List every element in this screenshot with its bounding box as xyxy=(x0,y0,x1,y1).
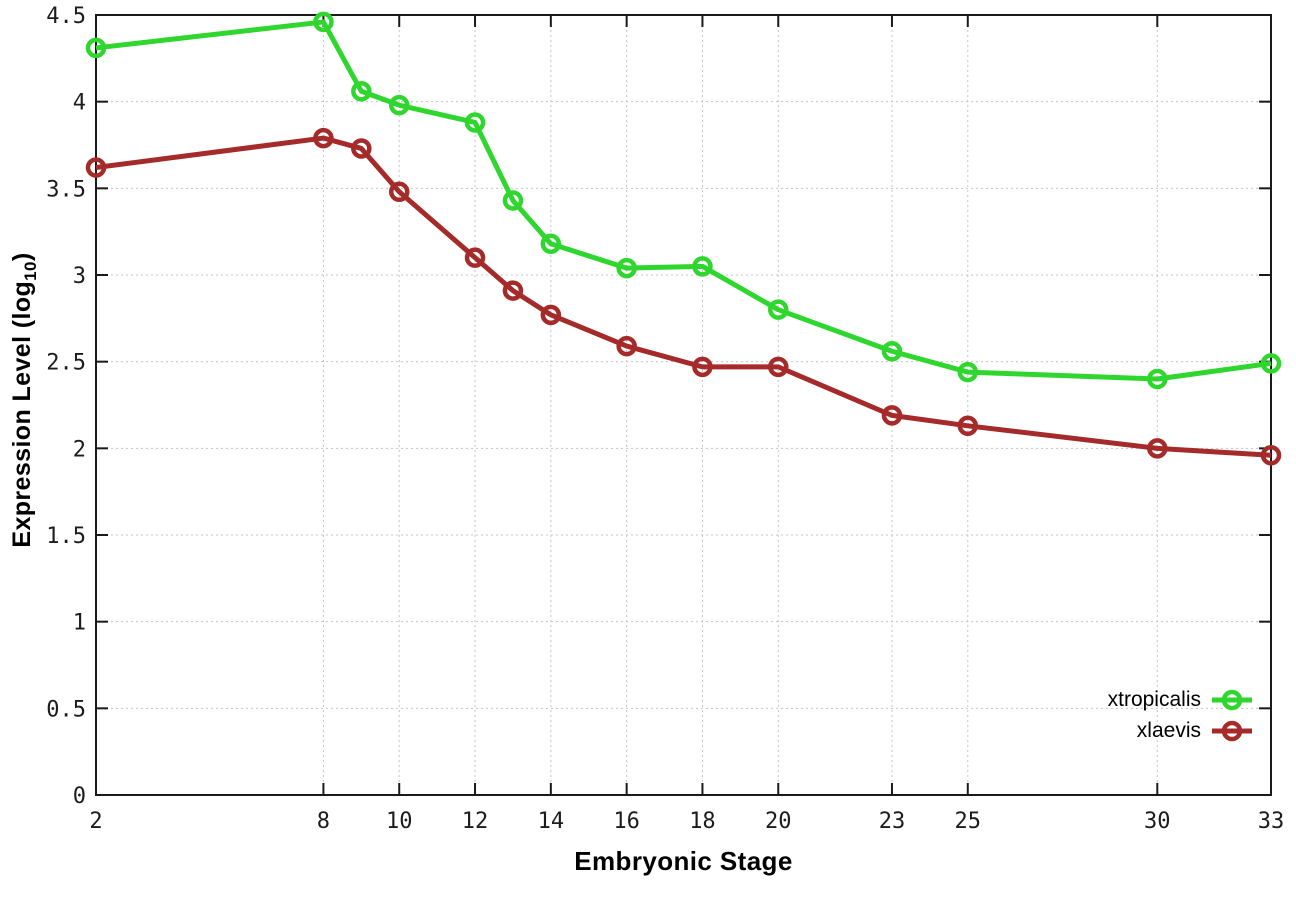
x-tick-label: 12 xyxy=(462,809,489,834)
y-tick-label: 0 xyxy=(73,784,86,809)
data-point-xtropicalis[interactable] xyxy=(768,299,789,320)
data-point-xtropicalis[interactable] xyxy=(540,233,562,255)
data-point-xlaevis[interactable] xyxy=(768,356,789,378)
data-point-xtropicalis[interactable] xyxy=(1147,368,1168,390)
data-point-xtropicalis[interactable] xyxy=(1260,353,1282,374)
data-point-xlaevis[interactable] xyxy=(881,405,903,426)
data-point-xtropicalis[interactable] xyxy=(881,341,903,362)
data-point-xlaevis[interactable] xyxy=(957,415,979,437)
x-tick-label: 33 xyxy=(1258,809,1285,834)
y-axis-title: Expression Level (log10) xyxy=(8,252,41,547)
plot-border xyxy=(95,14,1272,796)
data-point-xtropicalis[interactable] xyxy=(616,257,637,279)
data-point-xlaevis[interactable] xyxy=(464,247,486,268)
data-point-xlaevis[interactable] xyxy=(502,280,524,301)
y-tick-label: 4.5 xyxy=(46,4,86,29)
x-tick-label: 30 xyxy=(1144,809,1171,834)
legend-sample-point xyxy=(1221,689,1243,710)
legend-sample-point xyxy=(1221,720,1243,741)
data-point-xtropicalis[interactable] xyxy=(85,37,107,59)
y-tick-label: 0.5 xyxy=(46,697,86,722)
x-tick-label: 23 xyxy=(879,809,906,834)
data-point-xtropicalis[interactable] xyxy=(502,190,524,211)
y-tick-label: 2.5 xyxy=(46,351,86,376)
data-point-xtropicalis[interactable] xyxy=(957,361,979,383)
legend-label-xtropicalis: xtropicalis xyxy=(1107,687,1201,711)
data-point-xlaevis[interactable] xyxy=(692,356,713,378)
data-point-xtropicalis[interactable] xyxy=(388,94,410,116)
data-point-xlaevis[interactable] xyxy=(1147,438,1168,459)
x-tick-label: 8 xyxy=(317,809,330,834)
data-point-xtropicalis[interactable] xyxy=(464,112,486,133)
y-tick-label: 1.5 xyxy=(46,524,86,549)
x-tick-label: 16 xyxy=(613,809,640,834)
legend-item-xlaevis: xlaevis xyxy=(1108,715,1254,746)
legend-item-xtropicalis: xtropicalis xyxy=(1108,684,1254,715)
x-axis-title: Embryonic Stage xyxy=(574,846,793,876)
data-point-xlaevis[interactable] xyxy=(616,335,637,357)
x-tick-label: 20 xyxy=(765,809,792,834)
legend-label-xlaevis: xlaevis xyxy=(1136,718,1201,742)
x-tick-label: 10 xyxy=(386,809,413,834)
data-point-xtropicalis[interactable] xyxy=(351,81,372,102)
data-point-xlaevis[interactable] xyxy=(1260,445,1282,466)
y-axis-title-subscript: 10 xyxy=(21,261,40,281)
data-point-xlaevis[interactable] xyxy=(313,127,334,149)
series-line-xtropicalis xyxy=(95,19,1272,382)
data-point-xtropicalis[interactable] xyxy=(313,11,334,33)
data-point-xlaevis[interactable] xyxy=(540,304,562,326)
legend-marker-xtropicalis xyxy=(1212,689,1252,710)
y-tick-label: 3.5 xyxy=(46,177,86,202)
y-tick-label: 2 xyxy=(73,437,86,462)
data-point-xtropicalis[interactable] xyxy=(692,256,713,277)
data-point-xlaevis[interactable] xyxy=(388,181,410,203)
legend-marker-xlaevis xyxy=(1212,720,1252,741)
x-tick-label: 25 xyxy=(955,809,982,834)
x-tick-label: 14 xyxy=(538,809,565,834)
x-tick-label: 2 xyxy=(89,809,102,834)
series-line-xlaevis xyxy=(95,135,1272,458)
x-tick-label: 18 xyxy=(689,809,716,834)
y-tick-label: 4 xyxy=(73,91,86,116)
data-point-xlaevis[interactable] xyxy=(85,157,107,178)
data-point-xlaevis[interactable] xyxy=(351,138,372,159)
y-axis-title-suffix: ) xyxy=(8,252,36,262)
y-axis-title-text: Expression Level (log xyxy=(8,280,36,548)
y-tick-label: 3 xyxy=(73,264,86,289)
legend: xtropicalis xlaevis xyxy=(1108,684,1254,746)
y-tick-label: 1 xyxy=(73,611,86,636)
